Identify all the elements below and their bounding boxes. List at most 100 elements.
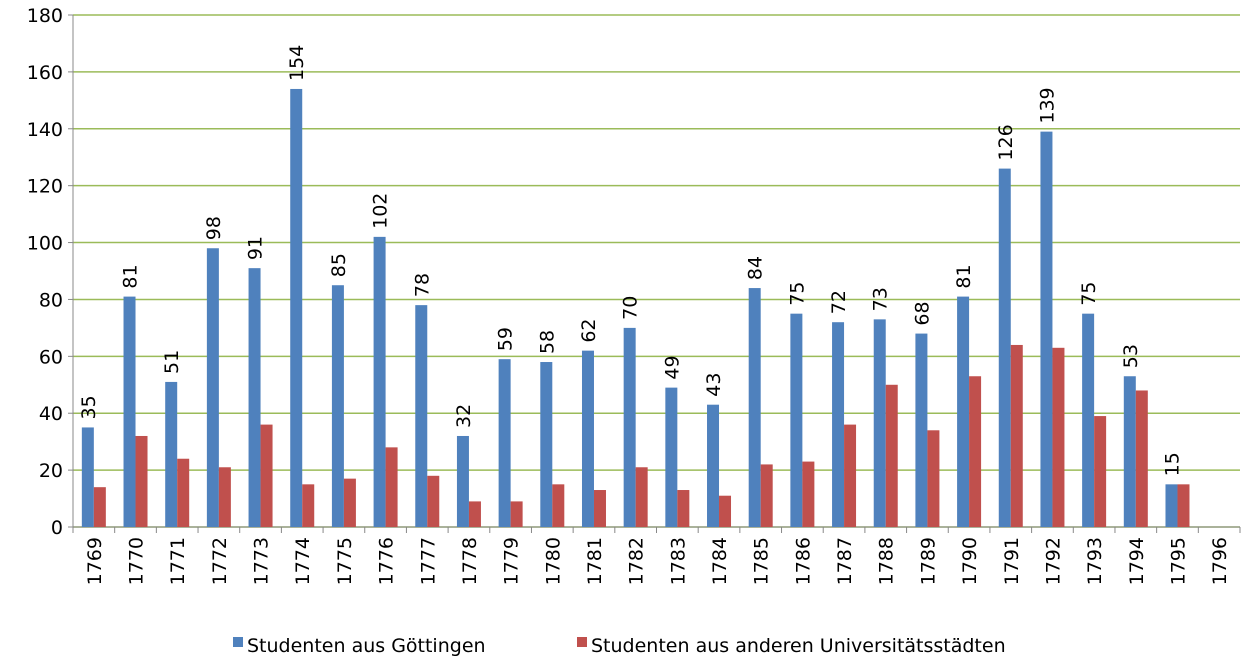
data-label: 139 [1036, 87, 1058, 123]
bar [832, 322, 845, 527]
data-label: 51 [161, 350, 183, 374]
data-label: 35 [78, 395, 100, 419]
bar [665, 387, 678, 527]
x-tick-label: 1793 [1084, 537, 1106, 585]
bar [957, 296, 970, 527]
bar [707, 404, 720, 527]
bar [677, 490, 690, 527]
bar [873, 319, 886, 527]
data-label: 85 [328, 253, 350, 277]
data-label: 43 [703, 373, 725, 397]
bar [927, 430, 940, 527]
bar [623, 327, 636, 527]
data-label: 32 [453, 404, 475, 428]
data-label: 68 [911, 301, 933, 325]
bar [427, 475, 440, 527]
bar [719, 495, 732, 527]
bar [165, 381, 178, 527]
bar [1177, 484, 1190, 527]
x-tick-label: 1790 [959, 537, 981, 585]
bar [1010, 344, 1023, 527]
bar [1094, 416, 1107, 527]
bar [135, 435, 148, 527]
bar [1165, 484, 1178, 527]
bar [302, 484, 315, 527]
bar [81, 427, 94, 527]
x-tick-label: 1770 [126, 537, 148, 585]
bar [1135, 390, 1148, 527]
bar [540, 362, 553, 527]
bar [748, 288, 761, 527]
bar [885, 384, 898, 527]
data-label: 53 [1120, 344, 1142, 368]
x-tick-label: 1774 [292, 537, 314, 585]
bar [510, 501, 523, 527]
y-tick-label: 60 [39, 346, 63, 368]
legend-label: Studenten aus Göttingen [247, 635, 486, 657]
y-tick-label: 140 [27, 119, 63, 141]
bar [260, 424, 273, 527]
bar [969, 376, 982, 527]
bar [343, 478, 356, 527]
y-tick-label: 80 [39, 289, 63, 311]
data-label: 58 [536, 330, 558, 354]
bar [206, 248, 219, 527]
data-label: 102 [370, 193, 392, 229]
data-label: 70 [620, 296, 642, 320]
x-tick-label: 1779 [501, 537, 523, 585]
bar [468, 501, 481, 527]
data-label: 75 [1078, 281, 1100, 305]
data-label: 62 [578, 318, 600, 342]
bar [790, 313, 803, 527]
bar [635, 467, 648, 527]
bar [373, 236, 386, 527]
y-tick-label: 0 [51, 517, 63, 539]
data-label: 49 [661, 355, 683, 379]
x-tick-label: 1794 [1126, 537, 1148, 585]
x-tick-label: 1789 [917, 537, 939, 585]
bar [1082, 313, 1095, 527]
data-label: 81 [120, 264, 142, 288]
x-tick-label: 1786 [792, 537, 814, 585]
bar [1052, 347, 1065, 527]
y-tick-label: 40 [39, 403, 63, 425]
bar [290, 88, 303, 527]
bar [331, 285, 344, 527]
bar [552, 484, 565, 527]
x-tick-label: 1777 [417, 537, 439, 585]
y-tick-label: 20 [39, 460, 63, 482]
x-tick-label: 1782 [626, 537, 648, 585]
y-tick-label: 120 [27, 176, 63, 198]
x-tick-label: 1778 [459, 537, 481, 585]
bar [498, 359, 511, 527]
x-tick-label: 1796 [1209, 537, 1231, 585]
x-tick-label: 1791 [1001, 537, 1023, 585]
data-label: 91 [245, 236, 267, 260]
legend-swatch [233, 637, 243, 647]
bar [1123, 376, 1136, 527]
bar [415, 305, 428, 527]
x-tick-label: 1787 [834, 537, 856, 585]
bar [844, 424, 857, 527]
bar [385, 447, 398, 527]
x-tick-label: 1769 [84, 537, 106, 585]
bar [1040, 131, 1053, 527]
data-label: 126 [995, 124, 1017, 160]
bar [177, 458, 190, 527]
data-label: 73 [870, 287, 892, 311]
x-tick-label: 1788 [876, 537, 898, 585]
y-tick-label: 180 [27, 5, 63, 27]
data-label: 81 [953, 264, 975, 288]
x-tick-label: 1772 [209, 537, 231, 585]
data-label: 98 [203, 216, 225, 240]
bar [581, 350, 594, 527]
legend-label: Studenten aus anderen Universitätsstädte… [591, 635, 1006, 657]
data-label: 84 [745, 256, 767, 280]
x-tick-label: 1784 [709, 537, 731, 585]
bar [915, 333, 928, 527]
bar [456, 435, 469, 527]
x-tick-label: 1785 [751, 537, 773, 585]
x-tick-label: 1781 [584, 537, 606, 585]
bar [93, 487, 106, 527]
